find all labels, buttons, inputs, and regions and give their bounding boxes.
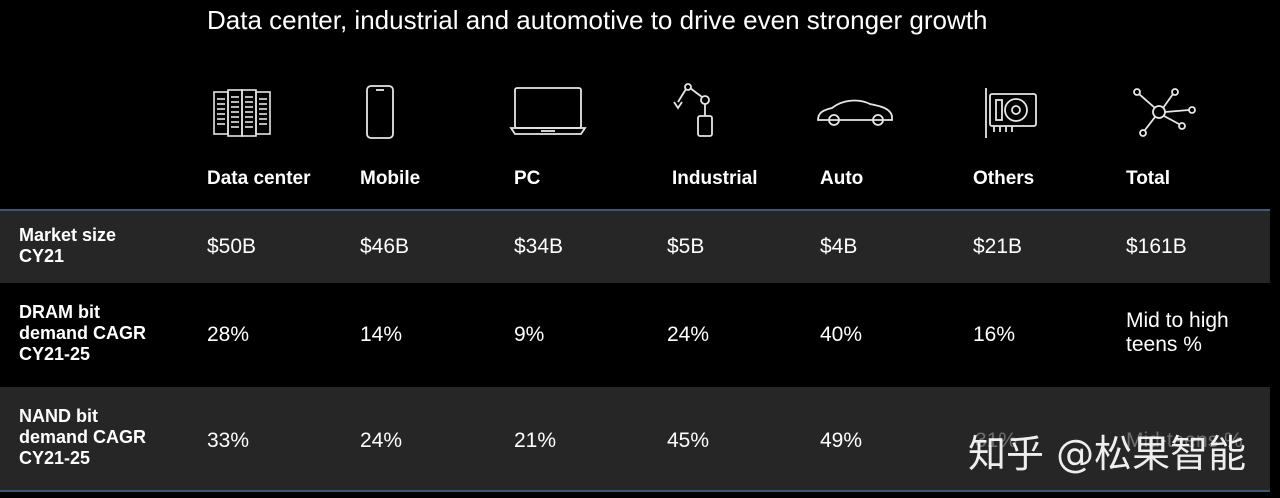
graphics-card-icon	[966, 82, 1056, 144]
table-row-dram-cagr: DRAM bit demand CAGR CY21-25 28% 14% 9% …	[0, 283, 1270, 387]
table-cell: Mid to high teens %	[1126, 309, 1229, 356]
column-header-others: Others	[973, 168, 1035, 189]
table-cell: $21B	[973, 235, 1023, 258]
table-bottom-rule	[0, 490, 1270, 492]
table-cell: 16%	[973, 323, 1016, 346]
table-row-nand-cagr: NAND bit demand CAGR CY21-25 33% 24% 21%…	[0, 387, 1270, 490]
table-cell: $46B	[360, 235, 410, 258]
column-header-pc: PC	[514, 168, 541, 189]
table-cell: 33%	[207, 429, 250, 452]
table-cell: 28%	[207, 323, 250, 346]
table-cell: $161B	[1126, 235, 1187, 258]
table-cell: 24%	[667, 323, 710, 346]
laptop-icon	[503, 82, 593, 144]
row-label: Market size CY21	[19, 225, 117, 266]
table-cell: 24%	[360, 429, 403, 452]
table-cell: 14%	[360, 323, 403, 346]
table-cell: $4B	[820, 235, 858, 258]
table-cell: 21%	[514, 429, 557, 452]
network-hub-icon	[1115, 82, 1205, 144]
table-top-rule	[0, 209, 1270, 211]
table-cell: 49%	[820, 429, 863, 452]
table-cell: 9%	[514, 323, 545, 346]
watermark: 知乎 @松果智能	[968, 432, 1247, 476]
table-cell-obscured: Mid-teens %	[1126, 429, 1243, 452]
column-header-data-center: Data center	[207, 168, 311, 189]
table-row-market-size: Market size CY21 $50B $46B $34B $5B $4B …	[0, 211, 1270, 283]
table-cell: 40%	[820, 323, 863, 346]
smartphone-icon	[335, 82, 425, 144]
slide-title: Data center, industrial and automotive t…	[207, 5, 988, 35]
column-header-total: Total	[1126, 168, 1170, 189]
table-cell-obscured: 31%	[975, 429, 1018, 452]
table-cell: $5B	[667, 235, 705, 258]
table-cell: 45%	[667, 429, 710, 452]
server-rack-icon	[197, 82, 287, 144]
table-cell: $34B	[514, 235, 564, 258]
column-header-auto: Auto	[820, 168, 864, 189]
row-label: NAND bit demand CAGR CY21-25	[19, 406, 147, 468]
robot-arm-icon	[652, 82, 742, 144]
column-header-mobile: Mobile	[360, 168, 421, 189]
column-header-industrial: Industrial	[672, 168, 758, 189]
table-cell: $50B	[207, 235, 257, 258]
car-icon	[810, 82, 900, 144]
row-label: DRAM bit demand CAGR CY21-25	[19, 302, 147, 364]
